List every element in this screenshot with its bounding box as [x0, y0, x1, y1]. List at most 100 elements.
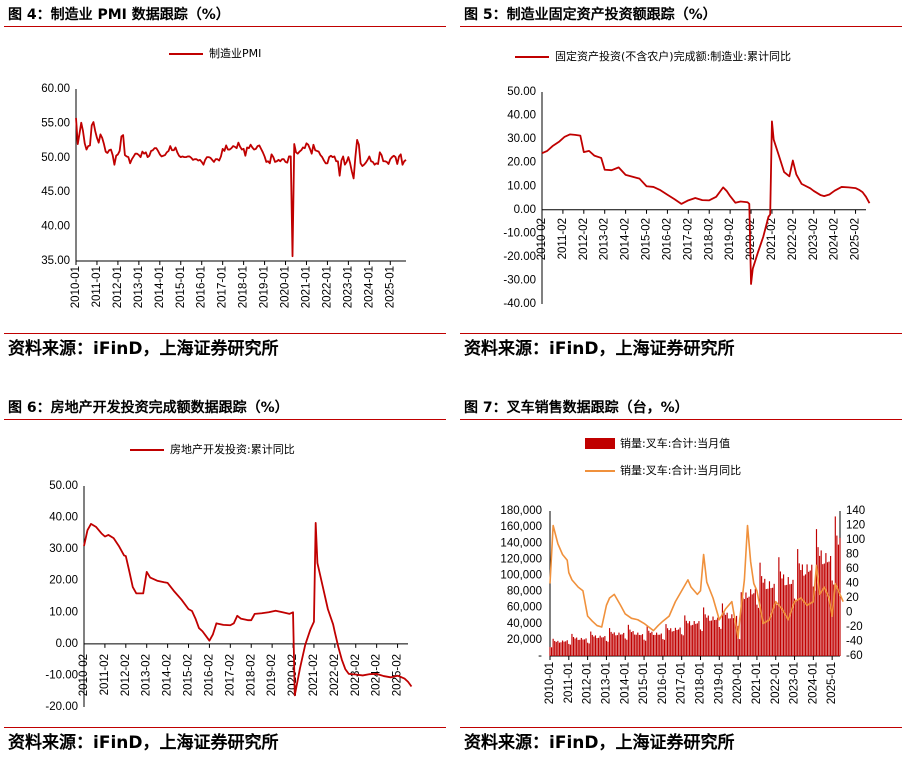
- series-line: [83, 522, 413, 697]
- bar: [593, 636, 595, 656]
- bar: [608, 628, 611, 656]
- bar: [640, 635, 642, 656]
- bar: [772, 587, 774, 656]
- bar: [560, 642, 562, 656]
- bar: [707, 615, 709, 656]
- bar: [566, 640, 568, 656]
- figure-7-panel: 图 7：叉车销售数据跟踪（台，%） 销量:叉车:合计:当月值 销量:叉车:合计:当…: [460, 397, 902, 759]
- bar: [795, 601, 797, 656]
- y-tick-label: 0.00: [514, 204, 536, 216]
- bar: [723, 611, 725, 656]
- y-tick-label: 10.00: [507, 180, 536, 192]
- x-tick-label: 2010-02: [78, 654, 90, 696]
- y-tick-label: -30.00: [503, 274, 536, 286]
- bar: [676, 629, 678, 656]
- bar: [739, 639, 741, 656]
- figure-6-panel: 图 6：房地产开发投资完成额数据跟踪（%） 房地产开发投资:累计同比 -20.00…: [4, 397, 446, 759]
- bar: [596, 638, 598, 656]
- figure-source: 资料来源：iFinD，上海证券研究所: [4, 333, 446, 361]
- x-tick-label: 2025-01: [826, 662, 838, 704]
- bar: [720, 628, 722, 656]
- figure-5-panel: 图 5：制造业固定资产投资额跟踪（%） 固定资产投资(不含农户)完成额:制造业:…: [460, 4, 902, 364]
- y-right-tick-label: 80: [846, 549, 859, 561]
- x-tick-label: 2015-02: [183, 654, 195, 696]
- bar: [557, 640, 559, 656]
- x-tick-label: 2011-01: [563, 662, 575, 703]
- x-tick-label: 2013-02: [141, 654, 153, 696]
- bar: [833, 584, 835, 656]
- y-tick-label: 50.00: [507, 86, 536, 98]
- y-left-tick-label: 140,000: [500, 537, 542, 549]
- bar: [721, 603, 724, 656]
- y-left-tick-label: 120,000: [500, 553, 542, 565]
- x-tick-label: 2012-01: [582, 662, 594, 704]
- x-tick-label: 2016-01: [196, 266, 208, 308]
- bar: [811, 564, 813, 656]
- bar: [568, 643, 570, 656]
- bar: [728, 618, 730, 656]
- bar: [643, 639, 645, 656]
- bar: [629, 629, 631, 656]
- bar: [819, 555, 821, 656]
- x-tick-label: 2024-01: [363, 266, 375, 308]
- bar: [715, 619, 717, 656]
- bar: [612, 633, 614, 656]
- x-tick-label: 2017-01: [217, 266, 229, 308]
- bar: [724, 614, 727, 656]
- bar: [801, 564, 803, 656]
- x-tick-label: 2022-01: [321, 266, 333, 308]
- x-tick-label: 2016-02: [661, 218, 673, 260]
- bar: [714, 620, 716, 656]
- bar: [634, 634, 636, 656]
- x-tick-label: 2020-01: [732, 662, 744, 704]
- x-tick-label: 2024-02: [829, 218, 841, 260]
- bar: [690, 625, 692, 656]
- bar: [582, 639, 584, 656]
- bar: [765, 589, 767, 656]
- bar: [756, 604, 758, 656]
- bar: [695, 623, 697, 656]
- x-tick-label: 2014-01: [154, 266, 166, 308]
- y-tick-label: 40.00: [41, 221, 70, 233]
- y-left-tick-label: 80,000: [507, 586, 542, 598]
- bar: [703, 607, 705, 656]
- yoy-line: [549, 524, 844, 639]
- x-tick-label: 2011-02: [99, 654, 111, 695]
- bar: [590, 631, 592, 656]
- x-tick-label: 2021-02: [308, 654, 320, 696]
- bar: [822, 564, 824, 656]
- series-line: [75, 117, 407, 258]
- bar: [732, 618, 734, 656]
- bar: [797, 549, 799, 656]
- legend-label: 房地产开发投资:累计同比: [170, 442, 295, 456]
- y-tick-label: -20.00: [503, 251, 536, 263]
- bar: [717, 617, 719, 656]
- bar: [574, 638, 576, 656]
- bar: [665, 624, 667, 656]
- bar: [712, 616, 714, 656]
- bar: [688, 621, 691, 656]
- bar: [619, 634, 622, 656]
- x-tick-label: 2010-02: [536, 218, 548, 260]
- bar: [773, 583, 775, 656]
- figure-source: 资料来源：iFinD，上海证券研究所: [4, 727, 446, 755]
- y-right-tick-label: 100: [846, 534, 865, 546]
- y-left-tick-label: 40,000: [507, 618, 542, 630]
- bar: [558, 642, 560, 656]
- y-tick-label: -10.00: [503, 227, 536, 239]
- figure-title: 图 7：叉车销售数据跟踪（台，%）: [460, 397, 902, 420]
- y-left-tick-label: 60,000: [507, 602, 542, 614]
- bar: [687, 623, 689, 656]
- x-tick-label: 2014-02: [162, 654, 174, 696]
- x-tick-label: 2014-01: [619, 662, 631, 704]
- bar: [552, 638, 554, 656]
- y-left-tick-label: 180,000: [500, 505, 542, 517]
- bar: [648, 630, 650, 656]
- bar: [776, 605, 778, 656]
- x-tick-label: 2011-02: [557, 218, 569, 259]
- bar: [662, 639, 664, 656]
- bar: [709, 620, 711, 656]
- y-tick-label: 20.00: [49, 575, 78, 587]
- bar: [778, 557, 780, 656]
- bar: [673, 631, 675, 656]
